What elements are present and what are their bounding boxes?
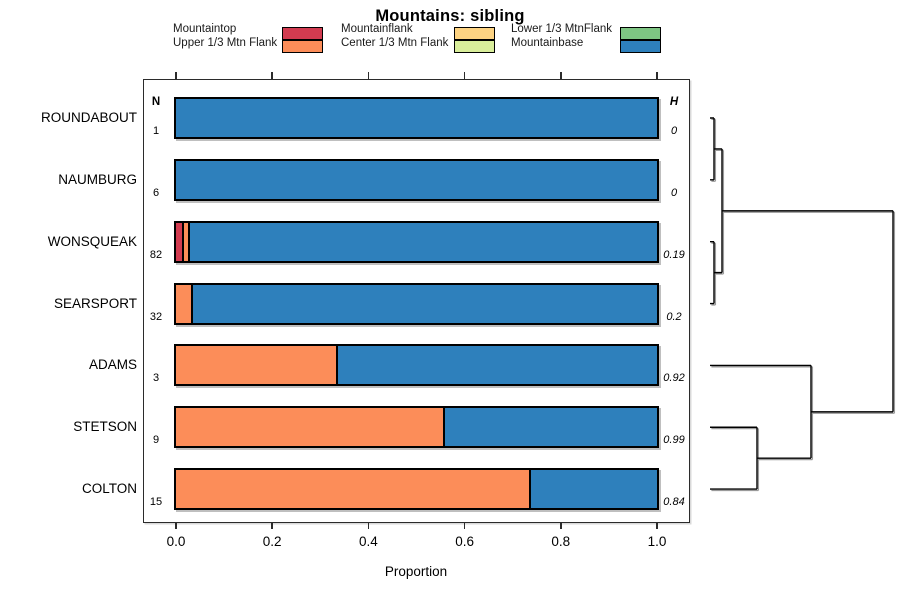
legend-swatch	[282, 39, 323, 53]
legend-labels-column: Lower 1/3 MtnFlank Mountainbase	[511, 22, 612, 50]
row-label: SEARSPORT	[53, 295, 137, 311]
legend-swatch	[620, 39, 661, 53]
bar-segment	[187, 222, 657, 261]
bar-segment	[176, 160, 657, 199]
n-column-header: N	[151, 96, 161, 108]
n-value: 1	[152, 125, 160, 137]
h-value: 0	[670, 125, 678, 137]
n-value: 6	[152, 186, 160, 199]
bar-segment	[176, 408, 444, 447]
legend-label: Mountainbase	[511, 37, 584, 49]
row-label: ADAMS	[88, 357, 137, 373]
legend-label: Mountaintop	[173, 23, 237, 35]
legend-label: Mountainflank	[341, 23, 413, 35]
x-tick	[656, 522, 658, 529]
legend-swatch	[454, 27, 495, 40]
row-label: NAUMBURG	[58, 171, 137, 187]
h-value: 0.92	[663, 372, 685, 385]
dendrogram-shadow	[711, 118, 896, 492]
row-label: COLTON	[81, 481, 137, 497]
legend-label: Lower 1/3 MtnFlank	[511, 23, 612, 35]
n-value: 32	[149, 310, 163, 323]
h-column-header: H	[669, 96, 679, 108]
x-tick	[271, 522, 273, 529]
legend-swatch	[454, 39, 495, 53]
x-tick	[367, 522, 370, 529]
x-tick-label: 0.8	[551, 534, 571, 549]
legend-label: Center 1/3 Mtn Flank	[341, 37, 449, 49]
bar	[174, 220, 659, 263]
legend-label: Upper 1/3 Mtn Flank	[173, 37, 278, 49]
legend-labels-column: Mountaintop Upper 1/3 Mtn Flank	[173, 22, 277, 50]
h-value: 0.99	[663, 434, 685, 447]
bar	[174, 282, 659, 325]
bar	[174, 344, 659, 387]
bar-segment	[176, 346, 337, 385]
chart-title: Mountains: sibling	[375, 7, 525, 25]
bar	[174, 468, 659, 511]
dendrogram-lines	[710, 117, 894, 490]
n-value: 15	[149, 496, 163, 509]
bar-segment	[176, 99, 657, 137]
bar-segment	[336, 346, 657, 385]
x-tick-label: 0.0	[166, 534, 186, 549]
h-value: 0.84	[663, 496, 685, 509]
x-tick-top	[175, 72, 177, 79]
bar-segment	[181, 222, 188, 261]
h-value: 0.2	[666, 310, 682, 323]
x-tick	[463, 522, 466, 529]
row-label: STETSON	[73, 419, 137, 435]
bar	[174, 158, 659, 201]
x-tick-top	[271, 72, 273, 79]
n-value: 82	[149, 248, 163, 261]
bar-segment	[443, 408, 657, 447]
row-label: WONSQUEAK	[47, 233, 137, 249]
legend-swatch	[620, 27, 661, 40]
bar-segment	[176, 470, 529, 509]
x-tick-label: 0.6	[455, 534, 474, 549]
bar-segment	[176, 222, 182, 261]
h-value: 0	[670, 186, 678, 199]
bar-segment	[191, 284, 657, 323]
bar-segment	[528, 470, 657, 509]
bar-segment	[176, 284, 192, 323]
x-tick	[560, 522, 562, 529]
n-value: 9	[152, 434, 160, 447]
row-label: ROUNDABOUT	[40, 110, 137, 125]
x-tick-top	[463, 72, 466, 79]
x-axis-title: Proportion	[384, 564, 448, 579]
legend-labels-column: Mountainflank Center 1/3 Mtn Flank	[341, 22, 448, 50]
bar	[174, 97, 659, 139]
legend-swatch	[282, 27, 323, 40]
x-tick-top	[560, 72, 562, 79]
bar	[174, 406, 659, 449]
x-tick-top	[367, 72, 370, 79]
n-value: 3	[152, 372, 160, 385]
x-tick-top	[656, 72, 658, 79]
x-tick-label: 0.2	[262, 534, 282, 549]
x-tick	[175, 522, 177, 529]
x-tick-label: 1.0	[647, 534, 667, 549]
x-tick-label: 0.4	[359, 534, 378, 549]
h-value: 0.19	[663, 248, 685, 261]
